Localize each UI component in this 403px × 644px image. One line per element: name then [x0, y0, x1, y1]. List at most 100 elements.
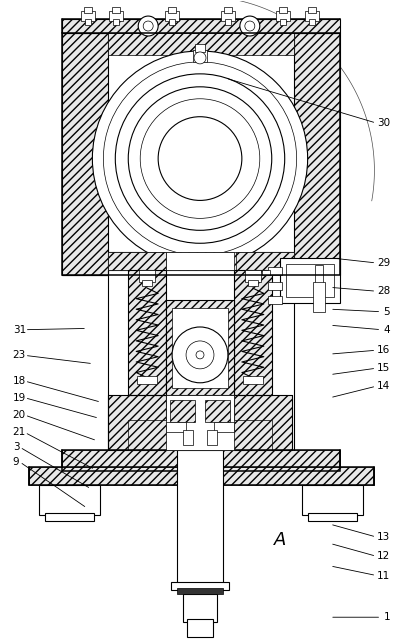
Circle shape: [158, 117, 242, 200]
Bar: [85, 19, 91, 25]
Bar: [128, 270, 166, 395]
Bar: [268, 282, 282, 290]
Text: 20: 20: [13, 410, 26, 420]
Bar: [286, 264, 334, 297]
Bar: [302, 486, 364, 515]
Text: 23: 23: [13, 350, 26, 361]
Bar: [193, 50, 207, 62]
Bar: [225, 19, 231, 25]
Bar: [112, 7, 120, 13]
Bar: [294, 33, 339, 275]
Bar: [62, 19, 339, 33]
Bar: [81, 11, 96, 21]
Text: 1: 1: [384, 612, 390, 622]
Bar: [234, 270, 272, 395]
Text: 16: 16: [377, 345, 390, 355]
Text: 21: 21: [13, 428, 26, 437]
Bar: [166, 300, 234, 395]
Text: 30: 30: [377, 118, 390, 128]
Bar: [243, 376, 263, 384]
Circle shape: [128, 87, 272, 231]
Text: 3: 3: [13, 442, 19, 452]
Text: 19: 19: [13, 393, 26, 402]
Circle shape: [138, 16, 158, 36]
Circle shape: [240, 16, 260, 36]
Text: 12: 12: [377, 551, 390, 562]
Text: 5: 5: [384, 307, 390, 317]
Bar: [170, 400, 195, 422]
Bar: [168, 7, 176, 13]
Bar: [234, 395, 292, 450]
Bar: [108, 395, 166, 450]
Bar: [280, 19, 286, 25]
Bar: [45, 486, 94, 513]
Bar: [165, 11, 179, 21]
Circle shape: [186, 341, 214, 369]
Bar: [187, 619, 213, 637]
Circle shape: [140, 99, 260, 218]
Text: 9: 9: [13, 457, 19, 467]
Bar: [248, 280, 258, 286]
Circle shape: [194, 52, 206, 64]
Bar: [108, 252, 294, 270]
Bar: [62, 450, 339, 471]
Bar: [305, 11, 319, 21]
Bar: [268, 296, 282, 304]
Bar: [195, 44, 205, 52]
Bar: [166, 395, 234, 450]
Bar: [39, 486, 100, 515]
Bar: [268, 267, 282, 275]
Circle shape: [103, 62, 297, 255]
Bar: [236, 252, 294, 270]
Text: 11: 11: [377, 571, 390, 580]
Circle shape: [196, 351, 204, 359]
Bar: [62, 450, 339, 471]
Bar: [108, 395, 166, 450]
Bar: [205, 400, 230, 422]
Bar: [309, 19, 315, 25]
Circle shape: [143, 21, 153, 31]
Circle shape: [245, 21, 255, 31]
Bar: [29, 468, 374, 486]
Bar: [221, 11, 235, 21]
Bar: [276, 11, 290, 21]
Bar: [84, 7, 92, 13]
Bar: [128, 270, 166, 395]
Text: 28: 28: [377, 286, 390, 296]
Text: 31: 31: [13, 325, 26, 335]
Text: A: A: [274, 531, 286, 549]
Bar: [280, 258, 339, 303]
Bar: [113, 19, 119, 25]
Bar: [177, 588, 223, 594]
Bar: [224, 7, 232, 13]
Text: 18: 18: [13, 376, 26, 386]
Circle shape: [172, 327, 228, 383]
Bar: [279, 7, 287, 13]
Circle shape: [115, 74, 285, 243]
Bar: [315, 265, 322, 283]
Bar: [234, 270, 272, 395]
Bar: [307, 486, 357, 513]
Text: 29: 29: [377, 258, 390, 268]
Bar: [62, 33, 108, 275]
Bar: [169, 19, 175, 25]
Bar: [128, 420, 168, 450]
Bar: [232, 420, 272, 450]
Bar: [207, 430, 217, 444]
Bar: [234, 395, 292, 450]
Bar: [109, 11, 123, 21]
Bar: [307, 513, 357, 521]
Bar: [137, 376, 157, 384]
Bar: [262, 270, 270, 275]
Bar: [29, 468, 374, 486]
Text: 4: 4: [384, 325, 390, 335]
Bar: [139, 270, 155, 282]
Bar: [183, 430, 193, 444]
Bar: [108, 33, 294, 55]
Circle shape: [92, 51, 307, 266]
Bar: [245, 270, 261, 282]
Bar: [171, 582, 229, 590]
Bar: [142, 280, 152, 286]
Bar: [166, 300, 234, 395]
Bar: [172, 308, 228, 388]
